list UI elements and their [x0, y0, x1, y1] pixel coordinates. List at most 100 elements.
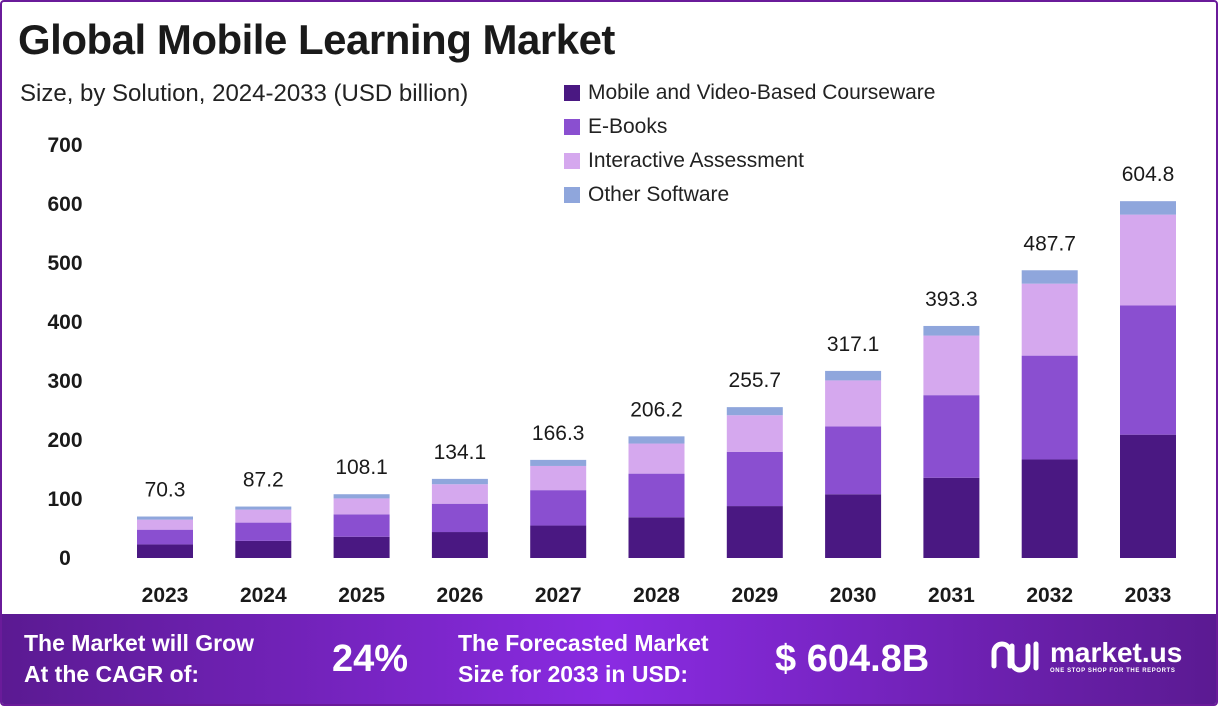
bar-segment-interactive-assessment-2031: [923, 335, 980, 396]
bar-segment-mobile-and-video-based-courseware-2028: [628, 517, 685, 558]
legend-label-other-software: Other Software: [588, 183, 730, 206]
market-us-logo: market.us ONE STOP SHOP FOR THE REPORTS: [990, 636, 1182, 676]
legend-label-courseware: Mobile and Video-Based Courseware: [588, 81, 936, 104]
legend-item-courseware: Mobile and Video-Based Courseware: [564, 76, 935, 110]
bar-segment-interactive-assessment-2032: [1021, 283, 1078, 356]
y-tick-label: 300: [47, 370, 82, 393]
cagr-label: The Market will Grow At the CAGR of:: [24, 628, 254, 690]
total-label-2027: 166.3: [532, 422, 585, 445]
bar-segment-mobile-and-video-based-courseware-2030: [825, 494, 882, 558]
total-label-2028: 206.2: [630, 398, 683, 421]
bar-segment-other-software-2027: [530, 459, 587, 466]
bar-segment-mobile-and-video-based-courseware-2032: [1021, 459, 1078, 558]
total-label-2030: 317.1: [827, 333, 880, 356]
stacked-bar-chart: 0 100 200 300 400 500 600 700 70.3 2023 87.2 2024 10…: [47, 134, 1176, 607]
legend-swatch-interactive-assessment: [564, 153, 580, 169]
legend-label-interactive-assessment: Interactive Assessment: [588, 149, 804, 172]
bar-segment-other-software-2029: [726, 407, 783, 416]
legend-swatch-courseware: [564, 85, 580, 101]
logo-name: market.us: [1050, 637, 1183, 668]
x-tick-label-2027: 2027: [535, 584, 582, 607]
legend-label-ebooks: E-Books: [588, 115, 668, 138]
x-tick-label-2023: 2023: [142, 584, 189, 607]
total-label-2031: 393.3: [925, 288, 978, 311]
forecast-value: $ 604.8B: [775, 638, 930, 680]
bar-segment-e-books-2028: [628, 473, 685, 518]
x-tick-label-2031: 2031: [928, 584, 975, 607]
bar-segment-e-books-2027: [530, 490, 587, 526]
bar-segment-e-books-2025: [333, 514, 390, 537]
total-label-2023: 70.3: [145, 479, 186, 502]
total-label-2026: 134.1: [434, 441, 487, 464]
bar-segment-other-software-2033: [1120, 201, 1176, 215]
x-tick-label-2026: 2026: [437, 584, 484, 607]
bar-segment-other-software-2023: [137, 516, 193, 520]
x-tick-label-2025: 2025: [338, 584, 385, 607]
y-tick-label: 500: [47, 252, 82, 275]
bar-segment-e-books-2026: [431, 503, 488, 533]
bar-segment-other-software-2024: [235, 506, 292, 510]
bar-segment-interactive-assessment-2030: [825, 380, 882, 427]
bar-segment-other-software-2026: [431, 478, 488, 485]
market-us-logo-icon: [991, 641, 1039, 673]
bar-segment-mobile-and-video-based-courseware-2029: [726, 506, 783, 558]
footer-banner: The Market will Grow At the CAGR of: 24%…: [2, 614, 1216, 704]
total-label-2025: 108.1: [335, 456, 388, 479]
x-tick-label-2032: 2032: [1026, 584, 1073, 607]
y-tick-label: 200: [47, 429, 82, 452]
bar-segment-e-books-2031: [923, 395, 980, 478]
bar-segment-mobile-and-video-based-courseware-2024: [235, 540, 292, 558]
y-tick-label: 700: [47, 134, 82, 157]
bar-segment-interactive-assessment-2023: [137, 519, 193, 530]
bar-segment-e-books-2033: [1120, 305, 1176, 435]
legend-item-ebooks: E-Books: [564, 110, 935, 144]
bar-segment-mobile-and-video-based-courseware-2027: [530, 525, 587, 558]
cagr-label-line1: The Market will Grow: [24, 630, 255, 656]
total-label-2024: 87.2: [243, 469, 284, 492]
bar-segment-interactive-assessment-2025: [333, 498, 390, 515]
bar-segment-mobile-and-video-based-courseware-2023: [137, 544, 193, 558]
bar-segment-mobile-and-video-based-courseware-2026: [431, 532, 488, 558]
cagr-value: 24%: [332, 638, 409, 680]
y-tick-label: 400: [47, 311, 82, 334]
bar-segment-interactive-assessment-2027: [530, 465, 587, 491]
bar-segment-interactive-assessment-2029: [726, 415, 783, 452]
bar-segment-other-software-2028: [628, 436, 685, 444]
bar-segment-interactive-assessment-2033: [1120, 214, 1176, 306]
bar-segment-e-books-2024: [235, 522, 292, 541]
bar-segment-other-software-2031: [923, 325, 980, 336]
bar-segment-interactive-assessment-2026: [431, 484, 488, 504]
x-tick-label-2030: 2030: [830, 584, 877, 607]
legend-swatch-other-software: [564, 187, 580, 203]
legend-item-other-software: Other Software: [564, 178, 935, 212]
chart-subtitle: Size, by Solution, 2024-2033 (USD billio…: [20, 80, 469, 107]
bar-segment-other-software-2032: [1021, 270, 1078, 284]
forecast-label: The Forecasted Market Size for 2033 in U…: [458, 628, 709, 690]
bar-segment-other-software-2025: [333, 494, 390, 499]
bar-segment-interactive-assessment-2024: [235, 509, 292, 523]
legend: Mobile and Video-Based Courseware E-Book…: [564, 76, 935, 212]
bar-segment-other-software-2030: [825, 370, 882, 381]
x-tick-label-2033: 2033: [1125, 584, 1172, 607]
cagr-label-line2: At the CAGR of:: [24, 661, 200, 687]
bar-segment-mobile-and-video-based-courseware-2025: [333, 536, 390, 558]
bar-segment-e-books-2030: [825, 426, 882, 495]
x-tick-label-2028: 2028: [633, 584, 680, 607]
bar-segment-mobile-and-video-based-courseware-2031: [923, 477, 980, 558]
bar-segment-e-books-2023: [137, 529, 193, 545]
bar-segment-interactive-assessment-2028: [628, 443, 685, 474]
bar-segment-e-books-2029: [726, 451, 783, 507]
total-label-2029: 255.7: [729, 369, 782, 392]
bar-segment-e-books-2032: [1021, 355, 1078, 460]
forecast-label-line2: Size for 2033 in USD:: [458, 661, 689, 687]
chart-title: Global Mobile Learning Market: [18, 16, 615, 63]
logo-tagline: ONE STOP SHOP FOR THE REPORTS: [1050, 668, 1176, 674]
total-label-2032: 487.7: [1023, 232, 1076, 255]
forecast-label-line1: The Forecasted Market: [458, 630, 709, 656]
total-label-2033: 604.8: [1122, 163, 1175, 186]
x-tick-label-2029: 2029: [731, 584, 778, 607]
y-tick-label: 600: [47, 193, 82, 216]
legend-item-interactive-assessment: Interactive Assessment: [564, 144, 935, 178]
y-tick-label: 100: [47, 488, 82, 511]
